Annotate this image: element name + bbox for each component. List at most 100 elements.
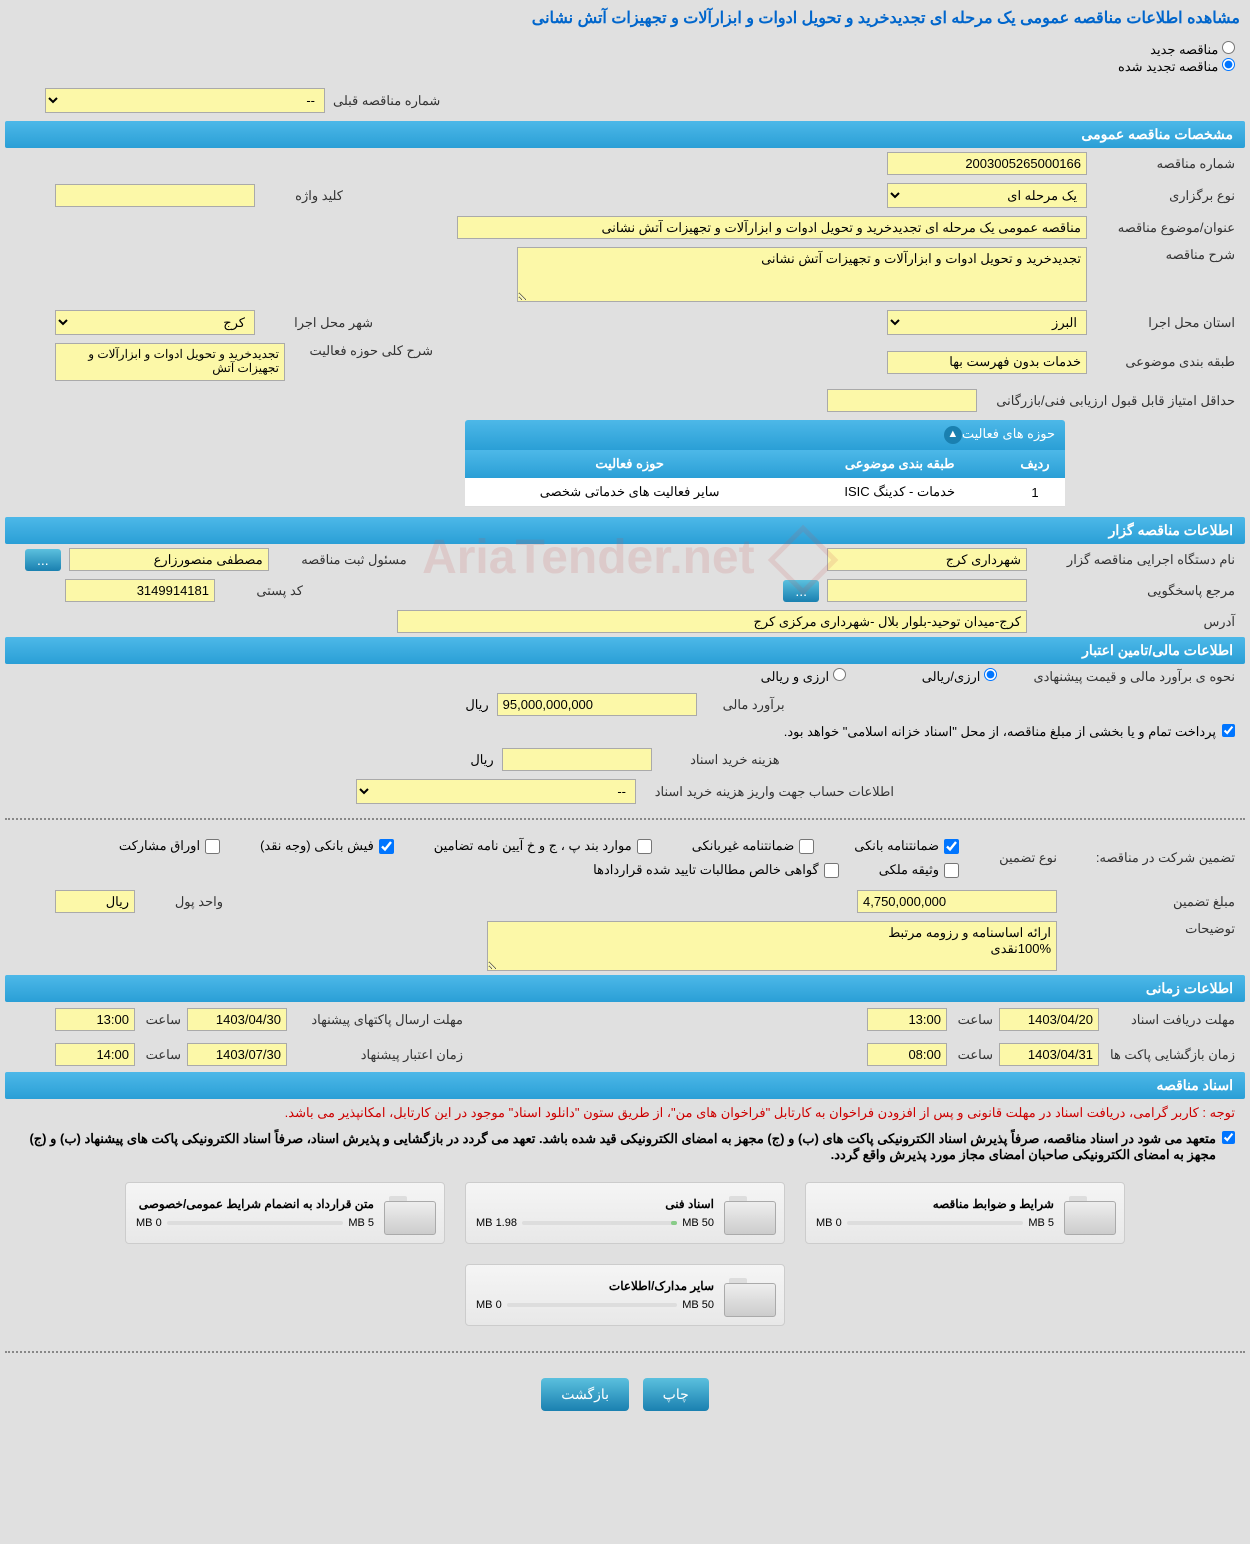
account-info-select[interactable]: -- (356, 779, 636, 804)
time-label-4: ساعت (141, 1047, 181, 1063)
doc-cap: 5 MB (348, 1217, 374, 1229)
check-participation[interactable]: اوراق مشارکت (119, 838, 220, 854)
proposal-deadline-time[interactable] (55, 1008, 135, 1031)
doc-cap: 5 MB (1028, 1217, 1054, 1229)
activity-scope-box[interactable]: تجدیدخرید و تحویل ادوات و ابزارآلات و تج… (55, 343, 285, 381)
province-select[interactable]: البرز (887, 310, 1087, 335)
doc-used: 0 MB (476, 1299, 502, 1311)
doc-box[interactable]: اسناد فنی 50 MB 1.98 MB (465, 1182, 785, 1244)
fin-notes-label: توضیحات (1065, 921, 1235, 937)
keyword-input[interactable] (55, 184, 255, 207)
account-info-label: اطلاعات حساب جهت واریز هزینه خرید اسناد (644, 784, 894, 800)
province-label: استان محل اجرا (1095, 315, 1235, 331)
doc-cap: 50 MB (682, 1299, 714, 1311)
hold-type-select[interactable]: یک مرحله ای (887, 183, 1087, 208)
subject-class-input[interactable] (887, 351, 1087, 374)
black-note: متعهد می شود در اسناد مناقصه، صرفاً پذیر… (15, 1131, 1216, 1163)
doc-title: اسناد فنی (476, 1197, 714, 1211)
section-documents: اسناد مناقصه (5, 1072, 1245, 1099)
check-property[interactable]: وثیقه ملکی (879, 862, 959, 878)
opening-time[interactable] (867, 1043, 947, 1066)
collapse-icon[interactable]: ▲ (944, 426, 962, 444)
desc-textarea[interactable] (517, 247, 1087, 302)
doc-used: 0 MB (816, 1217, 842, 1229)
print-button[interactable]: چاپ (643, 1378, 709, 1411)
reference-browse-button[interactable]: ... (783, 580, 819, 602)
postal-input[interactable] (65, 579, 215, 602)
reg-resp-input[interactable] (69, 548, 269, 571)
doc-title: سایر مدارک/اطلاعات (476, 1279, 714, 1293)
back-button[interactable]: بازگشت (541, 1378, 629, 1411)
reg-resp-browse-button[interactable]: ... (25, 549, 61, 571)
tender-no-input[interactable] (887, 152, 1087, 175)
doc-deadline-time[interactable] (867, 1008, 947, 1031)
guarantee-amount-label: مبلغ تضمین (1065, 894, 1235, 910)
guarantee-label: تضمین شرکت در مناقصه: (1065, 850, 1235, 866)
time-label-2: ساعت (141, 1012, 181, 1028)
doc-used: 1.98 MB (476, 1217, 517, 1229)
exec-input[interactable] (827, 548, 1027, 571)
activity-table-header: حوزه های فعالیت ▲ (465, 420, 1065, 450)
city-select[interactable]: کرج (55, 310, 255, 335)
activity-scope-label: شرح کلی حوزه فعالیت (293, 343, 433, 359)
estimate-label: برآورد مالی (705, 697, 785, 713)
validity-date[interactable] (187, 1043, 287, 1066)
doc-cap: 50 MB (682, 1217, 714, 1229)
folder-icon (1064, 1193, 1114, 1233)
opening-date[interactable] (999, 1043, 1099, 1066)
separator-2 (5, 1351, 1245, 1353)
money-unit-input[interactable] (55, 890, 135, 913)
doc-box[interactable]: متن قرارداد به انضمام شرایط عمومی/خصوصی … (125, 1182, 445, 1244)
time-label-3: ساعت (953, 1047, 993, 1063)
doc-cost-unit: ریال (470, 752, 493, 768)
col-class: طبقه بندی موضوعی (794, 450, 1005, 478)
reference-input[interactable] (827, 579, 1027, 602)
tender-no-label: شماره مناقصه (1095, 156, 1235, 172)
hold-type-label: نوع برگزاری (1095, 188, 1235, 204)
desc-label: شرح مناقصه (1095, 247, 1235, 263)
radio-renewed-tender[interactable]: مناقصه تجدید شده (1118, 59, 1235, 74)
min-score-input[interactable] (827, 389, 977, 412)
folder-icon (384, 1193, 434, 1233)
time-label-1: ساعت (953, 1012, 993, 1028)
min-score-label: حداقل امتیاز قابل قبول ارزیابی فنی/بازرگ… (985, 393, 1235, 409)
radio-rial[interactable]: ارزی/ریالی (922, 668, 997, 685)
commitment-checkbox[interactable] (1222, 1131, 1235, 1144)
section-timing: اطلاعات زمانی (5, 975, 1245, 1002)
doc-box[interactable]: سایر مدارک/اطلاعات 50 MB 0 MB (465, 1264, 785, 1326)
postal-label: کد پستی (223, 583, 303, 599)
keyword-label: کلید واژه (263, 188, 343, 204)
radio-fx[interactable]: ارزی و ریالی (761, 668, 846, 685)
check-bylaw[interactable]: موارد بند پ ، ج و خ آیین نامه تضامین (434, 838, 652, 854)
check-non-bank[interactable]: ضمانتنامه غیربانکی (692, 838, 815, 854)
folder-icon (724, 1275, 774, 1315)
col-scope: حوزه فعالیت (465, 450, 794, 478)
doc-used: 0 MB (136, 1217, 162, 1229)
reg-resp-label: مسئول ثبت مناقصه (277, 552, 407, 568)
prev-tender-select[interactable]: -- (45, 88, 325, 113)
check-bank-receipt[interactable]: فیش بانکی (وجه نقد) (260, 838, 394, 854)
radio-new-tender[interactable]: مناقصه جدید (1150, 42, 1235, 57)
estimate-input[interactable] (497, 693, 697, 716)
subject-input[interactable] (457, 216, 1087, 239)
estimate-unit: ریال (465, 697, 488, 713)
money-unit-label: واحد پول (143, 894, 223, 910)
treasury-checkbox[interactable] (1222, 724, 1235, 737)
check-bank-guarantee[interactable]: ضمانتنامه بانکی (854, 838, 959, 854)
doc-box[interactable]: شرایط و ضوابط مناقصه 5 MB 0 MB (805, 1182, 1125, 1244)
address-label: آدرس (1035, 614, 1235, 630)
prev-tender-label: شماره مناقصه قبلی (333, 93, 440, 109)
doc-cost-input[interactable] (502, 748, 652, 771)
check-net-claims[interactable]: گواهی خالص مطالبات تایید شده قراردادها (593, 862, 839, 878)
proposal-deadline-date[interactable] (187, 1008, 287, 1031)
page-title: مشاهده اطلاعات مناقصه عمومی یک مرحله ای … (5, 0, 1245, 36)
red-note: توجه : کاربر گرامی، دریافت اسناد در مهلت… (5, 1099, 1245, 1127)
doc-deadline-label: مهلت دریافت اسناد (1105, 1012, 1235, 1028)
doc-deadline-date[interactable] (999, 1008, 1099, 1031)
col-row: ردیف (1005, 450, 1065, 478)
city-label: شهر محل اجرا (263, 315, 373, 331)
fin-notes-textarea[interactable] (487, 921, 1057, 971)
guarantee-amount-input[interactable] (857, 890, 1057, 913)
validity-time[interactable] (55, 1043, 135, 1066)
address-input[interactable] (397, 610, 1027, 633)
